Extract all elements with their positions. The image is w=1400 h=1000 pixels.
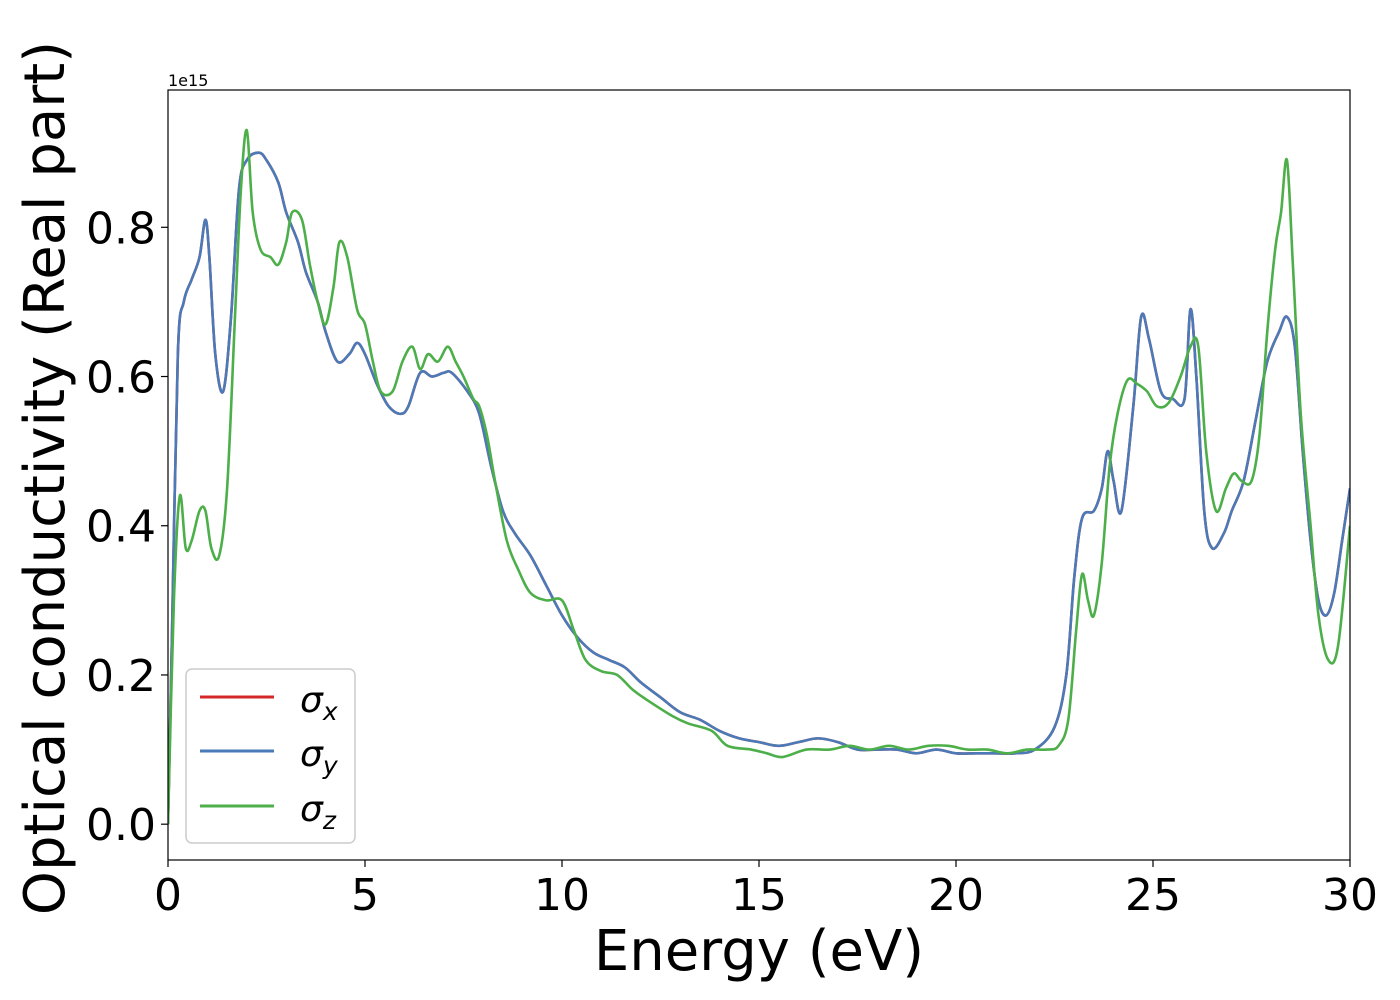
y-tick-label: 0.0	[86, 800, 156, 851]
y-axis: 0.0 0.2 0.4 0.6 0.8	[86, 203, 168, 851]
legend-label-sigma-x-base: σ	[300, 680, 324, 721]
series-line-sigma-y	[168, 151, 1350, 825]
legend: σx σy σz	[185, 668, 356, 844]
y-axis-label: Optical conductivity (Real part)	[13, 41, 78, 915]
x-tick-label: 15	[731, 870, 787, 921]
legend-box	[185, 668, 356, 844]
legend-label-sigma-z-sub: z	[322, 806, 337, 835]
x-tick-label: 25	[1125, 870, 1181, 921]
y-tick-label: 0.6	[86, 353, 156, 404]
x-axis-label: Energy (eV)	[594, 919, 924, 984]
legend-label-sigma-z: σz	[300, 789, 337, 835]
x-axis: 0 5 10 15 20 25 30	[154, 860, 1378, 921]
x-tick-label: 5	[351, 870, 379, 921]
series-layer	[168, 128, 1350, 825]
y-tick-label: 0.8	[86, 203, 156, 254]
x-tick-label: 30	[1322, 870, 1378, 921]
legend-label-sigma-z-base: σ	[300, 789, 324, 830]
x-tick-label: 20	[928, 870, 984, 921]
x-tick-label: 10	[534, 870, 590, 921]
legend-label-sigma-y: σy	[300, 734, 339, 780]
legend-label-sigma-y-base: σ	[300, 734, 324, 775]
legend-label-sigma-y-sub: y	[322, 751, 339, 780]
legend-label-sigma-x: σx	[300, 680, 338, 726]
legend-label-sigma-x-sub: x	[322, 697, 338, 726]
series-line-sigma-z	[168, 128, 1350, 825]
x-tick-label: 0	[154, 870, 182, 921]
y-offset-text: 1e15	[168, 71, 208, 90]
y-tick-label: 0.4	[86, 502, 156, 553]
y-tick-label: 0.2	[86, 651, 156, 702]
